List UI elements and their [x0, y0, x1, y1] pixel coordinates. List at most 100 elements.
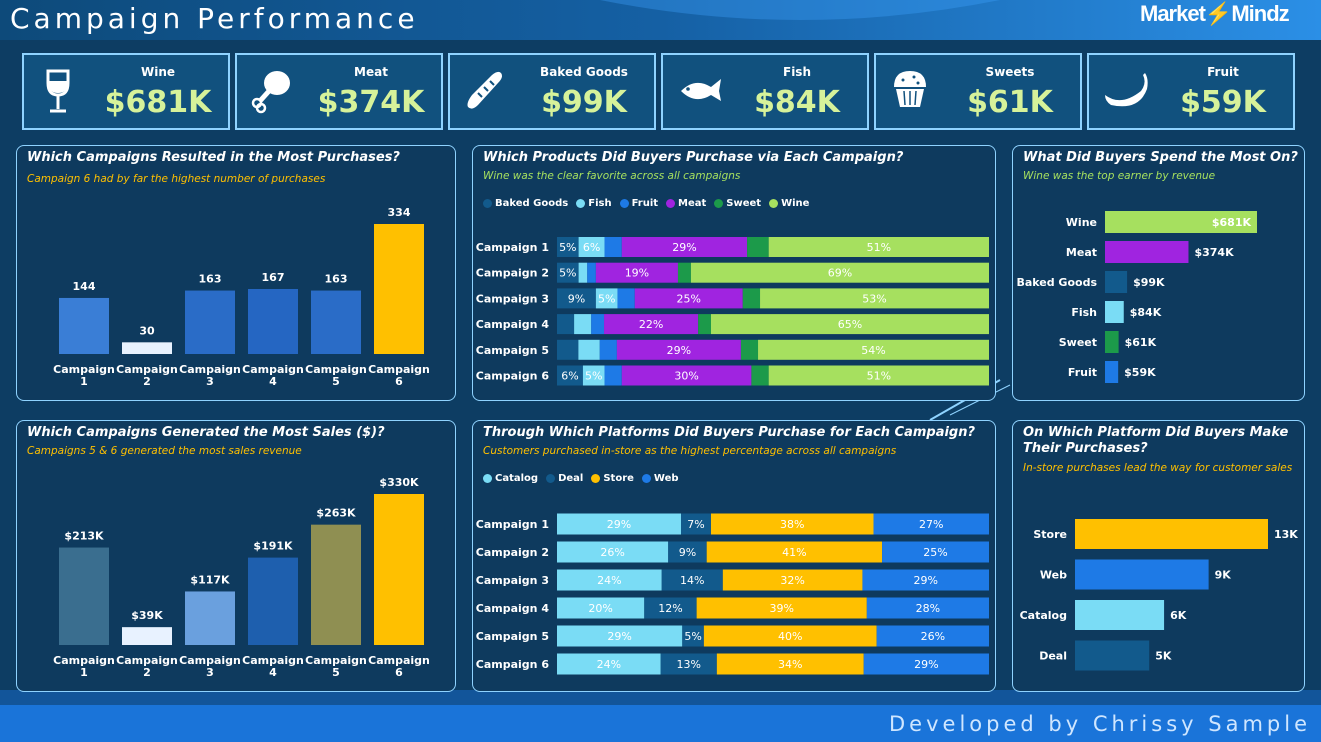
kpi-label: Baked Goods [540, 65, 628, 79]
bar [1105, 331, 1119, 353]
bar-segment [698, 314, 711, 335]
kpi-card-baked-goods: Baked Goods $99K [448, 53, 656, 130]
bar-segment [617, 288, 635, 309]
bar [1105, 361, 1119, 383]
tick-label: Campaign [305, 654, 367, 667]
category-label: Sweet [1059, 336, 1097, 349]
category-label: Fruit [1068, 366, 1097, 379]
bar-segment [557, 569, 662, 591]
bar-segment [634, 288, 743, 309]
legend-swatch [591, 474, 601, 483]
segment-label: 9% [679, 546, 696, 559]
bar [1105, 301, 1124, 323]
kpi-card-fruit: Fruit $59K [1087, 53, 1295, 130]
data-label: $84K [1130, 306, 1162, 319]
category-label: Campaign 4 [476, 318, 550, 331]
bar-segment [557, 653, 661, 675]
segment-label: 24% [597, 574, 621, 587]
bar [1075, 640, 1150, 671]
panel-subtitle: Customers purchased in-store as the high… [483, 445, 897, 457]
category-label: Campaign 6 [476, 370, 550, 383]
segment-label: 51% [867, 241, 891, 254]
legend-label: Wine [781, 198, 810, 209]
bar-segment [710, 314, 989, 335]
purchases-bar-chart: 144Campaign130Campaign2163Campaign3167Ca… [53, 206, 430, 388]
bar [59, 297, 109, 354]
data-label: $117K [190, 573, 230, 586]
logo-text-right: Mindz [1231, 1, 1289, 26]
category-label: Campaign 2 [476, 267, 549, 280]
fish-icon [681, 79, 721, 101]
tick-label: Campaign [116, 363, 178, 376]
bar-segment [742, 288, 761, 309]
spend-bar-chart: Wine $681K Meat $374K Baked Goods $99K Fish $84… [1016, 211, 1257, 383]
data-label: $191K [253, 540, 293, 553]
segment-label: 19% [625, 267, 649, 280]
bar-segment [578, 262, 588, 283]
kpi-value: $681K [104, 85, 212, 120]
kpi-card-wine: Wine $681K [22, 53, 230, 130]
bar-segment [882, 541, 989, 563]
legend-label: Baked Goods [495, 198, 569, 209]
banana-icon [1105, 73, 1148, 107]
data-label: $213K [64, 530, 104, 543]
bar-segment [747, 237, 769, 257]
bar-segment [696, 597, 867, 619]
legend-swatch [576, 199, 586, 208]
segment-label: 9% [568, 292, 585, 305]
bar [1105, 241, 1189, 263]
kpi-value: $61K [967, 85, 1053, 120]
brand-logo: Market⚡Mindz [1140, 1, 1290, 27]
bar-segment [616, 339, 741, 360]
legend-item: Wine [769, 198, 809, 209]
category-label: Store [1033, 528, 1067, 541]
legend-label: Fish [588, 198, 612, 209]
category-label: Campaign 1 [476, 518, 549, 531]
category-label: Deal [1039, 650, 1067, 663]
tick-label: Campaign [242, 654, 304, 667]
segment-label: 34% [778, 658, 802, 671]
data-label: 334 [388, 206, 411, 219]
segment-label: 30% [674, 370, 698, 383]
legend-label: Web [653, 473, 679, 484]
bar [1105, 211, 1257, 233]
legend-item: Catalog [483, 473, 538, 484]
bar-segment [758, 339, 989, 360]
lightning-bolt-icon: ⚡ [1204, 1, 1232, 26]
category-label: Campaign 5 [476, 630, 549, 643]
bar-segment [644, 597, 697, 619]
bar [311, 524, 361, 645]
panel-campaign-sales: Which Campaigns Generated the Most Sales… [16, 420, 456, 692]
bar-segment [557, 597, 645, 619]
data-label: $374K [1194, 246, 1234, 259]
bar [185, 290, 235, 354]
category-label: Campaign 1 [476, 241, 549, 254]
segment-label: 29% [914, 658, 938, 671]
kpi-value: $99K [541, 85, 627, 120]
bar [122, 627, 172, 645]
bar-segment [862, 569, 989, 591]
segment-label: 29% [607, 630, 631, 643]
category-label: Wine [1066, 216, 1097, 229]
segment-label: 26% [600, 546, 624, 559]
segment-label: 22% [639, 318, 663, 331]
kpi-card-fish: Fish $84K [661, 53, 869, 130]
bar-segment [557, 262, 579, 283]
legend-swatch [483, 199, 492, 208]
panel-title: Which Products Did Buyers Purchase via E… [483, 150, 904, 165]
wine-glass-icon [46, 69, 70, 113]
segment-label: 5% [585, 370, 602, 383]
panel-subtitle: Campaign 6 had by far the highest number… [27, 173, 326, 185]
platform-totals-bar-chart: Store 13K Web 9K Catalog 6K Deal 5K [1020, 519, 1298, 671]
panel-campaign-purchases: Which Campaigns Resulted in the Most Pur… [16, 145, 456, 401]
segment-label: 20% [588, 602, 612, 615]
segment-label: 40% [778, 630, 802, 643]
bar-segment [557, 513, 682, 535]
tick-label: 3 [206, 666, 214, 679]
data-label: $263K [316, 507, 356, 520]
bar-segment [661, 569, 723, 591]
segment-label: 6% [561, 370, 578, 383]
sales-bar-chart: $213KCampaign1$39KCampaign2$117KCampaign… [53, 476, 430, 679]
tick-label: 4 [269, 375, 277, 388]
panel-subtitle: Campaigns 5 & 6 generated the most sales… [27, 445, 302, 457]
